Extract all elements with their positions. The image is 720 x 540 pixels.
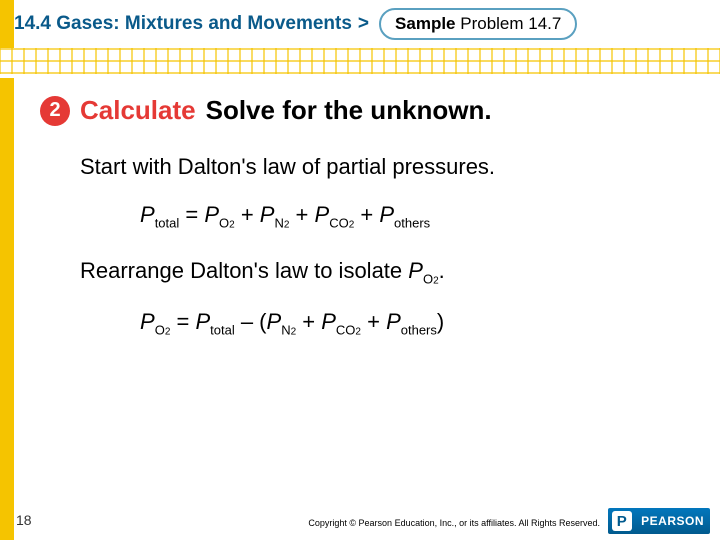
eq2-CO: CO — [336, 322, 356, 337]
eq1-plus2: + — [289, 202, 314, 227]
content-region: 2 Calculate Solve for the unknown. Start… — [0, 95, 720, 500]
copyright-text: Copyright © Pearson Education, Inc., or … — [308, 518, 600, 528]
eq2-N: N — [281, 322, 290, 337]
pill-rest: Problem 14.7 — [456, 14, 562, 33]
page-number: 18 — [16, 512, 32, 528]
eq1-N: N — [274, 215, 283, 230]
l2-post: . — [439, 258, 445, 283]
pearson-logo-text: PEARSON — [641, 514, 704, 528]
pill-prefix: Sample — [395, 14, 455, 33]
eq2-P1: P — [140, 309, 155, 334]
eq1-eq: = — [179, 202, 204, 227]
eq1-P5: P — [379, 202, 394, 227]
line-2: Rearrange Dalton's law to isolate PO2. — [80, 258, 690, 286]
eq2-P4: P — [321, 309, 336, 334]
step-number-circle: 2 — [40, 96, 70, 126]
l2-pre: Rearrange Dalton's law to isolate — [80, 258, 408, 283]
grid-band — [0, 48, 720, 78]
eq2-P5: P — [386, 309, 401, 334]
eq1-P3: P — [260, 202, 275, 227]
step-desc: Solve for the unknown. — [206, 95, 492, 126]
eq1-P1: P — [140, 202, 155, 227]
l2-P: P — [408, 258, 423, 283]
eq2-P3: P — [267, 309, 282, 334]
line-1: Start with Dalton's law of partial press… — [80, 154, 690, 180]
eq1-P2: P — [204, 202, 219, 227]
eq2-plus1: + — [296, 309, 321, 334]
eq2-O: O — [155, 322, 165, 337]
eq1-others: others — [394, 215, 430, 230]
eq1-P4: P — [315, 202, 330, 227]
eq1-plus1: + — [235, 202, 260, 227]
step-label: Calculate — [80, 95, 196, 126]
section-text: 14.4 Gases: Mixtures and Movements — [14, 13, 352, 35]
chevron-icon: > — [358, 13, 369, 35]
header-bar: 14.4 Gases: Mixtures and Movements > Sam… — [0, 0, 720, 48]
eq2-plus2: + — [361, 309, 386, 334]
eq1-plus3: + — [354, 202, 379, 227]
eq2-minus: – ( — [235, 309, 267, 334]
l2-O: O — [423, 272, 433, 287]
eq2-close: ) — [437, 309, 444, 334]
eq1-CO: CO — [329, 215, 349, 230]
eq1-total: total — [155, 215, 180, 230]
equation-1: Ptotal = PO2 + PN2 + PCO2 + Pothers — [140, 202, 690, 230]
equation-2: PO2 = Ptotal – (PN2 + PCO2 + Pothers) — [140, 309, 690, 337]
eq1-O: O — [219, 215, 229, 230]
pearson-logo: P PEARSON — [608, 508, 710, 534]
sample-problem-pill: Sample Problem 14.7 — [379, 8, 577, 40]
eq2-P2: P — [195, 309, 210, 334]
eq2-eq: = — [170, 309, 195, 334]
step-header: 2 Calculate Solve for the unknown. — [40, 95, 690, 126]
pearson-p-badge: P — [612, 511, 632, 531]
eq2-others: others — [401, 322, 437, 337]
step-number: 2 — [49, 99, 60, 122]
section-title: 14.4 Gases: Mixtures and Movements > — [0, 13, 369, 35]
eq2-total: total — [210, 322, 235, 337]
